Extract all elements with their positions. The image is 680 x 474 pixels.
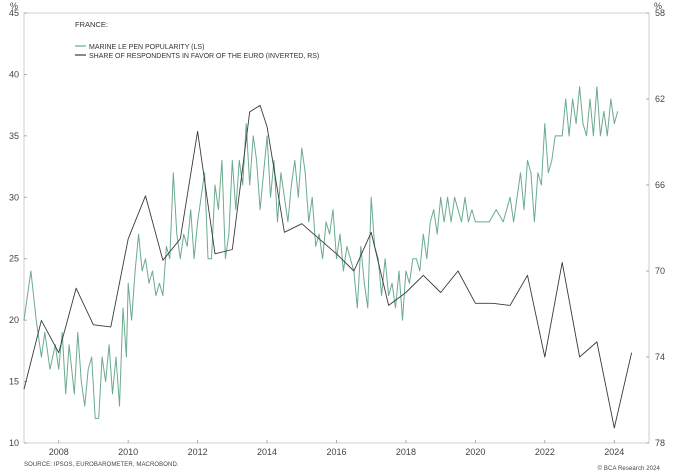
- left-tick-label: 15: [9, 377, 19, 387]
- x-tick-label: 2014: [257, 447, 277, 457]
- euro-support-line: [23, 104, 633, 429]
- right-tick-label: 66: [655, 180, 665, 190]
- right-tick-label: 74: [655, 352, 665, 362]
- left-tick-label: 25: [9, 254, 19, 264]
- right-axis-unit: %: [654, 1, 662, 11]
- right-tick-label: 58: [655, 8, 665, 18]
- left-tick-label: 20: [9, 315, 19, 325]
- x-tick-label: 2008: [49, 447, 69, 457]
- chart-title: FRANCE:: [75, 20, 108, 29]
- x-tick-label: 2016: [326, 447, 346, 457]
- x-tick-label: 2012: [188, 447, 208, 457]
- x-tick-label: 2010: [118, 447, 138, 457]
- left-tick-label: 35: [9, 131, 19, 141]
- legend-label-euro: SHARE OF RESPONDENTS IN FAVOR OF THE EUR…: [89, 53, 319, 60]
- left-tick-label: 40: [9, 69, 19, 79]
- left-tick-label: 30: [9, 192, 19, 202]
- right-tick-label: 62: [655, 94, 665, 104]
- left-axis: 10 15 20 25 30 35 40 45: [9, 8, 27, 448]
- credit-note: © BCA Research 2024: [598, 465, 661, 472]
- x-axis: 2008 2010 2012 2014 2016 2018 2020 2022 2024: [49, 440, 624, 457]
- left-tick-label: 10: [9, 438, 19, 448]
- x-tick-label: 2018: [396, 447, 416, 457]
- legend: MARINE LE PEN POPULARITY (LS) SHARE OF R…: [75, 44, 319, 60]
- left-axis-unit: %: [10, 1, 18, 11]
- right-axis: 58 62 66 70 74 78: [646, 8, 665, 448]
- legend-label-le-pen: MARINE LE PEN POPULARITY (LS): [89, 44, 204, 51]
- right-tick-label: 70: [655, 266, 665, 276]
- series-layer: [23, 86, 633, 429]
- source-note: SOURCE: IPSOS, EUROBAROMETER, MACROBOND.: [24, 462, 179, 468]
- x-tick-label: 2020: [465, 447, 485, 457]
- x-tick-label: 2024: [604, 447, 624, 457]
- left-tick-label: 45: [9, 8, 19, 18]
- le-pen-popularity-line: [23, 86, 619, 419]
- x-tick-label: 2022: [535, 447, 555, 457]
- right-tick-label: 78: [655, 438, 665, 448]
